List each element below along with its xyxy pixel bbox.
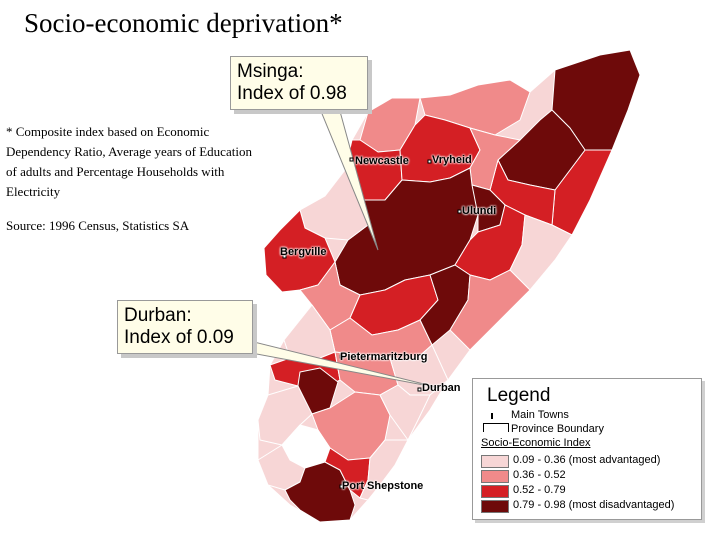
town-marker-vryheid[interactable] xyxy=(427,159,432,164)
durban-callout: Durban: Index of 0.09 xyxy=(117,300,253,354)
town-marker-newcastle[interactable] xyxy=(349,157,354,162)
map-legend: Legend Main Towns Province Boundary Soci… xyxy=(472,378,702,520)
legend-main-towns: Main Towns xyxy=(511,409,569,421)
msinga-callout-index: Index of 0.98 xyxy=(237,83,347,104)
legend-title: Legend xyxy=(487,385,551,406)
town-marker-port-shepstone[interactable] xyxy=(339,484,344,489)
town-label-ulundi: Ulundi xyxy=(462,205,497,217)
legend-province-boundary: Province Boundary xyxy=(511,423,604,435)
msinga-callout-name: Msinga: xyxy=(237,61,304,82)
main-towns-icon xyxy=(491,413,493,419)
legend-class-4: 0.79 - 0.98 (most disadvantaged) xyxy=(513,499,675,511)
legend-swatch-3 xyxy=(481,485,509,498)
legend-swatch-1 xyxy=(481,455,509,468)
source-note: Source: 1996 Census, Statistics SA xyxy=(6,218,190,233)
legend-index-heading: Socio-Economic Index xyxy=(481,437,591,449)
town-label-bergville: Bergville xyxy=(280,246,327,258)
legend-swatch-4 xyxy=(481,500,509,513)
district-s4[interactable] xyxy=(359,439,409,501)
town-label-pietermaritzburg: Pietermaritzburg xyxy=(340,351,428,363)
district-sw3[interactable] xyxy=(379,384,431,441)
msinga-callout: Msinga: Index of 0.98 xyxy=(230,56,368,110)
durban-callout-name: Durban: xyxy=(124,305,192,326)
town-label-newcastle: Newcastle xyxy=(355,155,409,167)
town-label-durban: Durban xyxy=(422,382,461,394)
district-m3[interactable] xyxy=(449,269,531,351)
legend-class-3: 0.52 - 0.79 xyxy=(513,484,566,496)
page-title: Socio-economic deprivation* xyxy=(24,8,343,38)
footnote: * Composite index based on Economic Depe… xyxy=(6,124,252,199)
town-label-vryheid: Vryheid xyxy=(432,154,472,166)
town-marker-ulundi[interactable] xyxy=(457,209,462,214)
legend-class-1: 0.09 - 0.36 (most advantaged) xyxy=(513,454,661,466)
durban-callout-index: Index of 0.09 xyxy=(124,327,234,348)
legend-class-2: 0.36 - 0.52 xyxy=(513,469,566,481)
town-marker-pietermaritzburg[interactable] xyxy=(339,354,344,359)
town-marker-bergville[interactable] xyxy=(282,254,287,259)
province-boundary-icon xyxy=(483,423,509,432)
legend-swatch-2 xyxy=(481,470,509,483)
district-port-shepstone[interactable] xyxy=(284,461,356,523)
town-marker-durban[interactable] xyxy=(417,387,422,392)
district-c3[interactable] xyxy=(509,214,573,291)
town-label-port-shepstone: Port Shepstone xyxy=(342,480,424,492)
